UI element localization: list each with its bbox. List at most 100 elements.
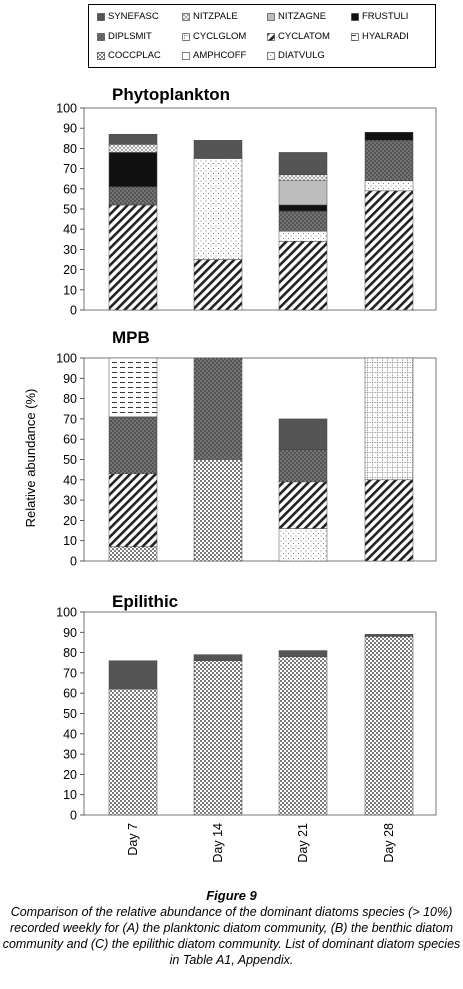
bar-segment-cyclatom (364, 479, 414, 562)
y-tick-label: 40 (63, 473, 77, 487)
y-tick-label: 0 (70, 809, 77, 823)
legend-swatch-nitzagne (267, 13, 275, 21)
legend-label: AMPHCOFF (193, 50, 247, 61)
legend-label: SYNEFASC (108, 11, 159, 22)
legend-swatch-cyclatom (267, 33, 275, 41)
legend-label: COCCPLAC (108, 50, 161, 61)
bar-segment-cyclatom (108, 204, 158, 311)
bar-day-14 (193, 140, 243, 311)
bar-segment-cyclatom (193, 259, 243, 311)
bar-segment-coccplac (193, 459, 243, 562)
y-tick-label: 20 (63, 263, 77, 277)
y-tick-label: 30 (63, 494, 77, 508)
bar-day-21 (278, 152, 328, 311)
panel-title: Phytoplankton (112, 85, 230, 104)
bar-segment-diplsmit (278, 210, 328, 232)
y-tick-label: 50 (63, 453, 77, 467)
bar-segment-diplsmit (108, 416, 158, 474)
y-tick-label: 100 (56, 102, 77, 116)
bar-segment-cyclglom (364, 357, 414, 481)
bar-segment-synefasc (193, 140, 243, 159)
bar-segment-coccplac (108, 546, 158, 562)
bar-segment-hyalradi (108, 357, 158, 418)
y-tick-label: 30 (63, 243, 77, 257)
legend-label: FRUSTULI (362, 11, 409, 22)
bar-segment-diplsmit (108, 186, 158, 206)
y-tick-label: 10 (63, 534, 77, 548)
legend-label: HYALRADI (362, 31, 409, 42)
y-axis-label: Relative abundance (%) (23, 389, 38, 528)
bar-day-28 (364, 131, 414, 311)
y-tick-label: 10 (63, 788, 77, 802)
legend-label: DIPLSMIT (108, 31, 152, 42)
x-tick-label: Day 21 (296, 823, 310, 863)
panel-title: Epilithic (112, 592, 178, 611)
y-tick-label: 0 (70, 555, 77, 569)
legend-label: DIATVULG (278, 50, 325, 61)
bar-segment-diplsmit (364, 140, 414, 181)
bar-segment-coccplac (108, 688, 158, 816)
y-tick-label: 60 (63, 182, 77, 196)
bar-day-14 (193, 654, 243, 816)
figure-caption-text: Comparison of the relative abundance of … (2, 905, 461, 967)
x-axis-labels: Day 7 Day 14 Day 21 Day 28 (126, 823, 396, 863)
y-tick-label: 90 (63, 372, 77, 386)
bar-day-28 (364, 357, 414, 562)
legend-swatch-synefasc (97, 13, 105, 21)
bar-day-7 (108, 357, 158, 562)
y-tick-label: 40 (63, 223, 77, 237)
bar-segment-frustuli (364, 131, 414, 141)
legend-label: NITZAGNE (278, 11, 327, 22)
bar-segment-synefasc (108, 134, 158, 145)
bar-segment-nitzpale (108, 144, 158, 153)
chart-figure: Phytoplankton0102030405060708090100MPB01… (23, 85, 437, 863)
x-tick-label: Day 14 (211, 823, 225, 863)
y-tick-label: 80 (63, 646, 77, 660)
bar-segment-coccplac (364, 636, 414, 816)
chart-panel-epilithic: Epilithic 0 10 20 30 40 50 60 70 80 90 100 (56, 592, 437, 823)
y-tick-label: 10 (63, 283, 77, 297)
bar-day-28 (364, 634, 414, 816)
bar-segment-nitzagne (278, 180, 328, 206)
figure-caption: Figure 9 Comparison of the relative abun… (0, 888, 463, 968)
bar-segment-diatvulg (278, 230, 328, 242)
y-tick-label: 50 (63, 203, 77, 217)
y-tick-label: 70 (63, 412, 77, 426)
legend-label: CYCLATOM (278, 31, 330, 42)
bar-segment-synefasc (278, 152, 328, 175)
bar-segment-cyclatom (108, 473, 158, 548)
bar-day-14 (193, 357, 243, 562)
legend-swatch-diatvulg (267, 52, 275, 60)
legend-swatch-frustuli (351, 13, 359, 21)
bar-segment-coccplac (278, 656, 328, 816)
y-tick-label: 70 (63, 666, 77, 680)
y-tick-label: 0 (70, 304, 77, 318)
bar-segment-synefasc (364, 634, 414, 637)
y-tick-label: 80 (63, 142, 77, 156)
bar-segment-diatvulg (193, 158, 243, 260)
bar-segment-diplsmit (278, 449, 328, 483)
bar-segment-synefasc (278, 650, 328, 657)
bar-segment-cyclatom (278, 481, 328, 529)
legend-swatch-cyclglom (182, 33, 190, 41)
bar-day-7 (108, 660, 158, 816)
figure-label: Figure 9 (206, 888, 257, 903)
x-tick-label: Day 28 (382, 823, 396, 863)
y-tick-label: 80 (63, 392, 77, 406)
panel-title: MPB (112, 328, 150, 347)
bar-segment-synefasc (108, 660, 158, 690)
y-tick-label: 90 (63, 122, 77, 136)
x-tick-label: Day 7 (126, 823, 140, 856)
bar-segment-coccplac (193, 660, 243, 816)
y-tick-label: 20 (63, 514, 77, 528)
y-tick-label: 60 (63, 687, 77, 701)
legend-swatch-diplsmit (97, 33, 105, 41)
bar-segment-synefasc (278, 418, 328, 450)
bar-segment-diplsmit (193, 357, 243, 460)
legend-swatch-nitzpale (182, 13, 190, 21)
legend-swatch-hyalradi (351, 33, 359, 41)
y-tick-label: 70 (63, 162, 77, 176)
y-tick-label: 40 (63, 727, 77, 741)
bar-segment-diatvulg (364, 180, 414, 192)
legend-swatch-coccplac (97, 52, 105, 60)
